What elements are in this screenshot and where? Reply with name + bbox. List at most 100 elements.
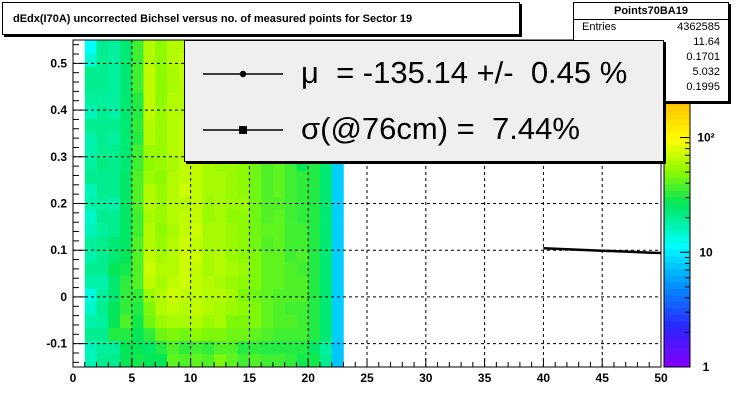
heatmap-cell [237,353,250,368]
heatmap-cell [237,301,250,315]
heatmap-cell [108,249,121,263]
heatmap-cell [143,288,156,302]
stats-value: 11.64 [693,36,720,48]
heatmap-cell [225,249,238,263]
heatmap-cell [190,327,203,342]
heatmap-cell [155,79,168,93]
heatmap-cell [202,236,215,250]
heatmap-cell [284,262,297,276]
palette-band [664,144,690,152]
heatmap-cell [96,53,109,67]
heatmap-cell [331,301,344,315]
heatmap-cell [178,275,191,289]
heatmap-cell [331,170,344,185]
heatmap-cell [167,288,180,302]
heatmap-cell [120,288,133,302]
heatmap-cell [143,314,156,329]
x-tick-label: 15 [243,371,257,385]
heatmap-cell [237,223,250,237]
heatmap-cell [284,249,297,263]
stats-row: 0.1701 [574,50,728,65]
heatmap-cell [319,183,333,198]
heatmap-cell [120,249,133,263]
heatmap-cell [84,105,97,119]
heatmap-cell [178,223,191,237]
heatmap-cell [155,249,168,263]
heatmap-cell [202,288,215,302]
heatmap-cell [296,353,309,368]
palette-band [664,275,690,283]
palette-band [664,177,690,185]
palette-band [664,353,690,361]
heatmap-cell [249,314,262,329]
heatmap-cell [331,288,344,302]
heatmap-cell [331,275,344,289]
stats-key: Entries [582,21,617,33]
heatmap-cell [143,92,156,106]
heatmap-cell [308,340,321,355]
heatmap-cell [261,340,274,355]
heatmap-cell [143,301,156,315]
heatmap-cell [108,340,121,355]
heatmap-cell [143,79,156,93]
heatmap-cell [84,66,97,80]
heatmap-cell [202,183,215,198]
heatmap-cell [96,249,109,263]
heatmap-cell [155,66,168,80]
heatmap-cell [261,314,274,329]
heatmap-cell [108,79,121,93]
palette-band [664,125,690,132]
heatmap-cell [131,92,144,106]
heatmap-cell [167,170,180,185]
heatmap-cell [96,301,109,315]
heatmap-cell [319,223,333,237]
heatmap-cell [167,327,180,342]
legend-label-mu: μ = -135.14 +/- 0.45 % [301,55,628,90]
heatmap-cell [178,301,191,315]
heatmap-cell [284,210,297,224]
heatmap-cell [284,170,297,185]
heatmap-cell [225,327,238,342]
heatmap-cell [261,275,274,289]
heatmap-cell [155,275,168,289]
heatmap-cell [131,144,144,159]
heatmap-cell [84,157,97,172]
heatmap-cell [214,353,227,368]
heatmap-cell [249,340,262,355]
heatmap-cell [319,249,333,263]
heatmap-cell [190,170,203,185]
heatmap-cell [214,196,227,211]
heatmap-cell [96,236,109,250]
palette-band [664,105,690,113]
heatmap-cell [331,223,344,237]
x-tick-label: 50 [654,371,668,385]
heatmap-cell [225,223,238,237]
heatmap-cell [202,327,215,342]
heatmap-cell [178,170,191,185]
heatmap-cell [155,210,168,224]
heatmap-cell [120,144,133,159]
heatmap-cell [237,314,250,329]
heatmap-cell [319,275,333,289]
heatmap-cell [190,210,203,224]
heatmap-cell [178,262,191,276]
heatmap-cell [296,183,309,198]
heatmap-cell [272,170,285,185]
heatmap-cell [272,183,285,198]
heatmap-cell [108,236,121,250]
heatmap-cell [319,314,333,329]
heatmap-cell [225,353,238,368]
heatmap-cell [319,288,333,302]
heatmap-cell [84,301,97,315]
heatmap-cell [167,223,180,237]
heatmap-cell [284,340,297,355]
heatmap-cell [319,262,333,276]
heatmap-cell [120,170,133,185]
heatmap-cell [84,210,97,224]
stats-row: 11.64 [574,35,728,50]
heatmap-cell [202,340,215,355]
heatmap-cell [308,353,321,368]
heatmap-cell [190,275,203,289]
heatmap-cell [155,40,168,54]
heatmap-cell [202,210,215,224]
